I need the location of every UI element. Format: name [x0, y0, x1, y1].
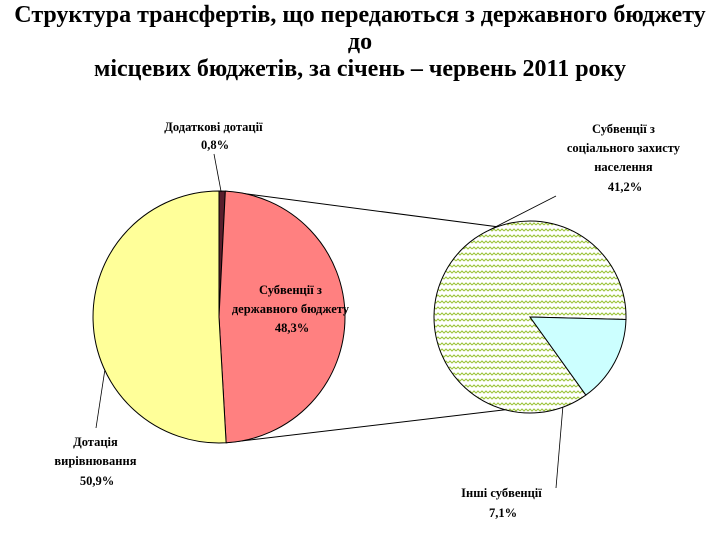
chart-title: Структура трансфертів, що передаються з … [0, 2, 720, 83]
label-additional-subsidies-value: 0,8% [201, 138, 229, 152]
main-pie-slice-state-budget-subventions [218, 190, 346, 444]
label-social-protection-value: 41,2% [608, 180, 642, 194]
label-state-budget-subventions: Субвенції з державного бюджету 48,3% [232, 283, 352, 335]
leader-other-subventions [555, 407, 564, 489]
label-other-subventions-value: 7,1% [489, 506, 517, 520]
label-additional-subsidies-name: Додаткові дотації [164, 120, 263, 134]
chart-title-line-1: Структура трансфертів, що передаються з … [14, 2, 706, 55]
secondary-pie [433, 220, 627, 414]
label-equalization-subsidy-line-2: вирівнювання [54, 454, 136, 468]
label-state-budget-subventions-value: 48,3% [275, 321, 309, 335]
label-state-budget-subventions-line-2: державного бюджету [232, 302, 350, 316]
label-social-protection-line-3: населення [594, 160, 653, 174]
main-pie [92, 190, 346, 444]
label-social-protection-line-2: соціального захисту [567, 141, 681, 155]
connector-lines [225, 190, 506, 444]
leader-lines [95, 153, 564, 489]
label-additional-subsidies: Додаткові дотації 0,8% [164, 120, 265, 152]
main-pie-slice-equalization-subsidy [92, 190, 227, 444]
chart-title-line-2: місцевих бюджетів, за січень – червень 2… [93, 56, 627, 82]
label-other-subventions: Інші субвенції 7,1% [461, 486, 545, 520]
leader-additional-subsidies [213, 153, 222, 193]
leader-social-protection-subventions [489, 195, 557, 231]
leader-equalization-subsidy [95, 370, 106, 429]
label-social-protection-line-1: Субвенції з [592, 122, 655, 136]
connector-line-bottom [226, 409, 506, 444]
label-equalization-subsidy-line-1: Дотація [73, 435, 118, 449]
label-social-protection-subventions: Субвенції з соціального захисту населенн… [567, 122, 683, 194]
secondary-pie-slice-other-subventions [529, 316, 627, 396]
connector-line-top [225, 190, 498, 228]
label-other-subventions-name: Інші субвенції [461, 486, 542, 500]
label-equalization-subsidy-value: 50,9% [80, 474, 114, 488]
label-state-budget-subventions-line-1: Субвенції з [259, 283, 322, 297]
label-equalization-subsidy: Дотація вирівнювання 50,9% [54, 435, 139, 488]
